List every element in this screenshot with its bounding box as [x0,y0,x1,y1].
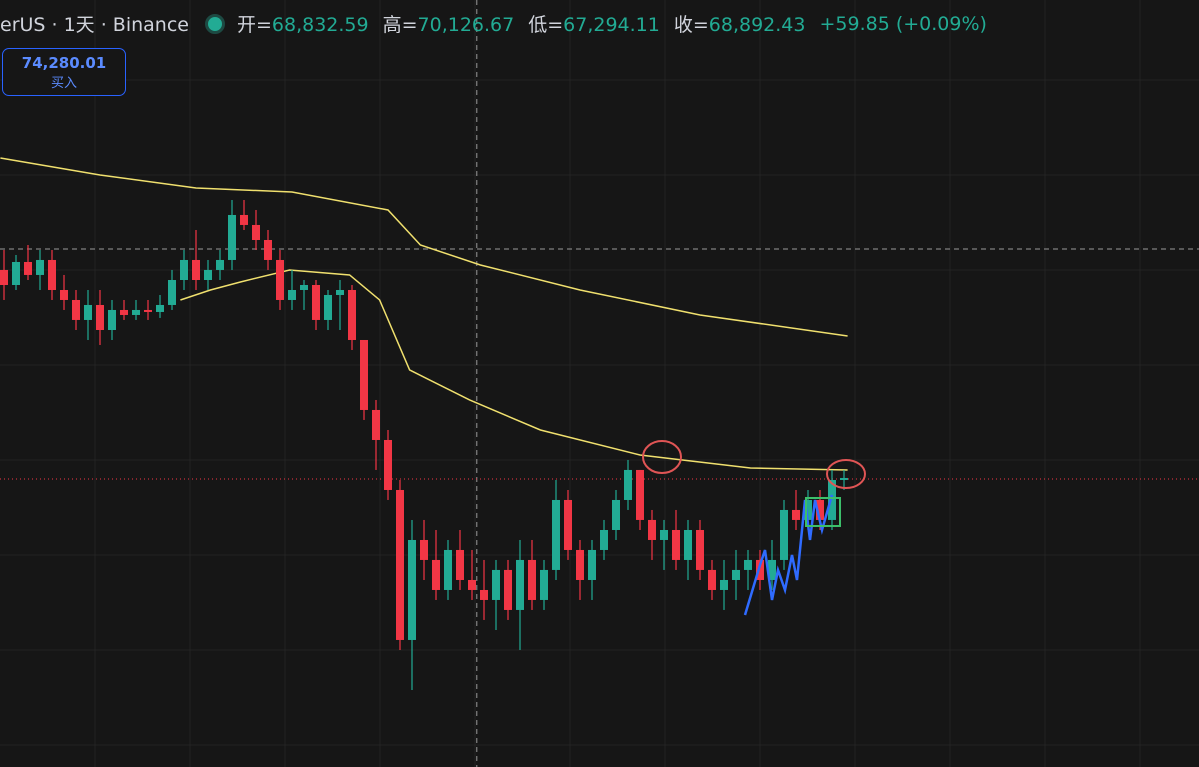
ohlc-name: 低= [528,14,564,36]
symbol: erUS · 1天 · Binance [0,14,189,36]
candle-body [660,529,668,540]
candle-body [192,259,200,281]
candle-body [288,289,296,300]
candle-body [408,539,416,640]
candle-body [12,261,20,285]
ohlc-name: 开= [236,14,272,36]
ohlc-value: 70,126.67 [417,14,515,36]
ohlc-name: 高= [382,14,418,36]
ohlc-name: 收= [673,14,709,36]
candle-body [564,499,572,550]
candle-body [348,289,356,340]
candle-body [444,549,452,590]
ohlc-value: 68,832.59 [271,14,369,36]
candle-body [684,529,692,560]
legend-header: erUS · 1天 · Binance 开=68,832.59 高=70,126.… [0,10,1001,37]
candle-body [744,559,752,570]
candle-body [228,214,236,260]
drawing-box [805,497,841,527]
candle-body [204,269,212,281]
candle-body [132,309,140,315]
candle-body [768,559,776,580]
candle-body [840,477,848,480]
candle-body [72,299,80,320]
candle-body [60,289,68,300]
candle-body [252,224,260,240]
candle-body [648,519,656,540]
candle-body [504,569,512,610]
candle-body [732,569,740,580]
candle-body [300,284,308,290]
candle-body [372,409,380,440]
candle-body [600,529,608,550]
candle-body [240,214,248,225]
moving-average [180,269,848,471]
candle-body [456,549,464,580]
ohlc-value: 68,892.43 [708,14,806,36]
buy-button[interactable]: 74,280.01 买入 [2,48,126,96]
candle-body [24,261,32,275]
candle-body [804,499,812,520]
ohlc-value: 67,294.11 [563,14,660,36]
candle-body [612,499,620,530]
candle-body [624,469,632,500]
candle-body [48,259,56,290]
candle-body [0,269,8,285]
candle-body [360,339,368,410]
candle-body [384,439,392,490]
candle-body [540,569,548,600]
candle-body [720,579,728,590]
candle-body [108,309,116,331]
candle-body [264,239,272,260]
candle-body [636,469,644,520]
drawing-line [743,494,834,616]
candle-body [36,259,44,275]
drawing-circle [826,459,866,489]
candle-body [120,309,128,315]
candle-body [180,259,188,281]
candle-body [324,294,332,320]
buy-price: 74,280.01 [21,54,107,72]
candle-body [276,259,284,300]
status-dot [204,13,225,34]
candle-body [84,304,92,320]
candle-body [576,549,584,580]
candle-body [492,569,500,600]
candle-body [780,509,788,560]
candle-body [216,259,224,270]
candle-body [828,479,836,520]
candle-body [480,589,488,600]
candle-body [396,489,404,640]
candle-body [792,509,800,520]
change: +59.85 (+0.09%) [819,12,987,35]
candle-body [672,529,680,560]
candle-body [708,569,716,590]
candle-body [516,559,524,610]
candle-body [420,539,428,560]
candle-body [528,559,536,600]
candle-body [432,559,440,590]
candle-body [756,559,764,580]
candle-body [816,499,824,520]
candle-body [144,309,152,312]
candle-body [312,284,320,320]
candle-body [696,529,704,570]
drawing-circle [642,440,682,474]
candle-body [156,304,164,312]
candle-body [468,579,476,590]
candle-body [588,549,596,580]
moving-average [0,157,848,337]
buy-label: 买入 [50,76,77,91]
candle-body [552,499,560,570]
candle-body [168,280,176,305]
ohlc: 开=68,832.59 高=70,126.67 低=67,294.11 收=68,89… [237,10,820,37]
candle-body [336,289,344,295]
candle-body [96,304,104,331]
